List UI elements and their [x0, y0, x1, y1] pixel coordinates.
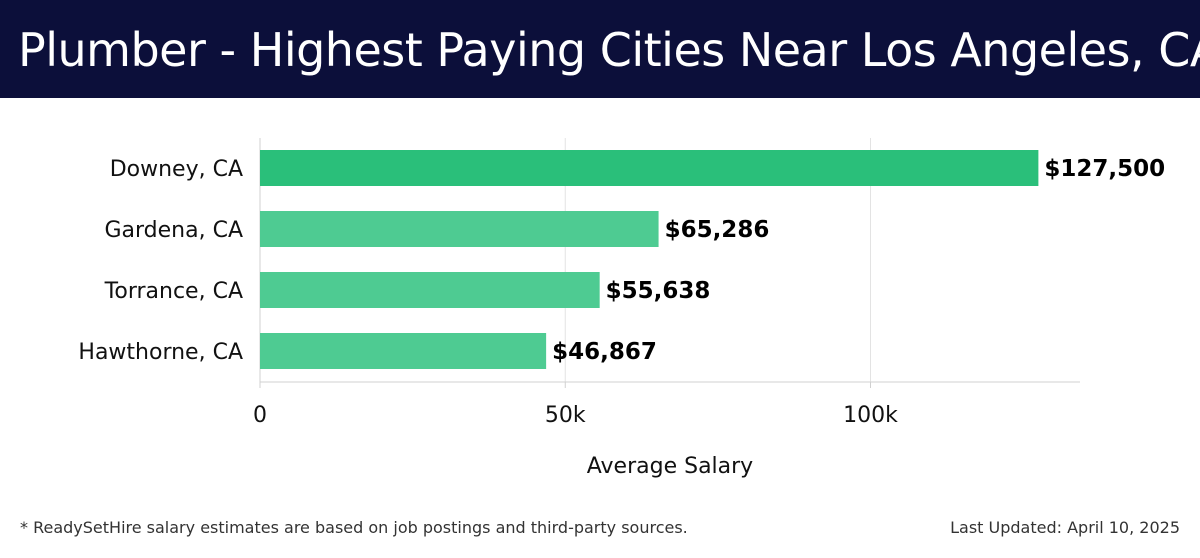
category-label: Gardena, CA — [104, 218, 243, 243]
bar-value-label: $46,867 — [552, 339, 657, 365]
category-label: Downey, CA — [110, 157, 243, 182]
category-label: Torrance, CA — [104, 279, 243, 304]
footnote: * ReadySetHire salary estimates are base… — [20, 518, 688, 537]
bar — [260, 272, 600, 308]
x-axis-title: Average Salary — [587, 454, 753, 479]
bar — [260, 211, 659, 247]
bar-value-label: $55,638 — [606, 278, 711, 304]
category-label: Hawthorne, CA — [78, 340, 243, 365]
x-tick-label: 0 — [253, 403, 267, 428]
bar-value-label: $65,286 — [665, 217, 770, 243]
bar — [260, 150, 1039, 186]
x-tick-label: 50k — [545, 403, 586, 428]
last-updated: Last Updated: April 10, 2025 — [950, 518, 1180, 537]
bar — [260, 333, 547, 369]
x-tick-label: 100k — [843, 403, 898, 428]
bar-value-label: $127,500 — [1044, 156, 1165, 182]
chart-title: Plumber - Highest Paying Cities Near Los… — [18, 23, 1200, 77]
bar-chart: 0 50k 100k Average Salary Downey, CA $127,500… — [78, 138, 1165, 479]
header-banner: Plumber - Highest Paying Cities Near Los… — [0, 0, 1200, 98]
